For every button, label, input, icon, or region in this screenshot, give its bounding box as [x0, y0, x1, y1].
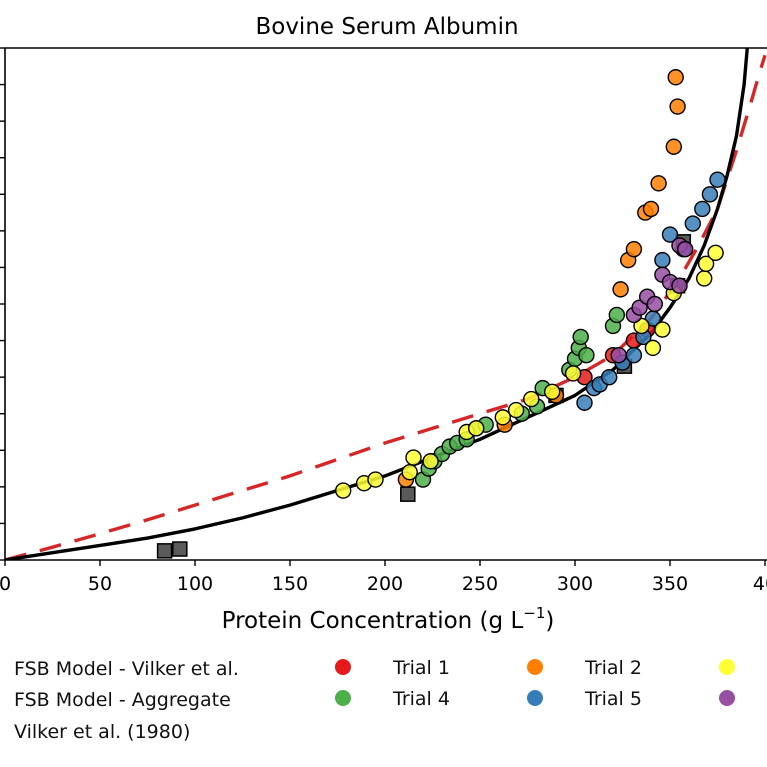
x-tick-label-4: 200: [367, 573, 403, 595]
legend-marker-6: [527, 690, 543, 706]
vilker-point-1: [172, 541, 188, 557]
point-series6-8: [654, 251, 671, 269]
point-series7-12: [564, 365, 582, 382]
point-series4-3: [612, 281, 629, 298]
point-series4-7: [642, 200, 660, 218]
legend-marker-5: [335, 690, 351, 706]
legend-label-0: FSB Model - Vilker et al.: [14, 658, 239, 680]
point-series7-17: [696, 270, 713, 287]
point-series7-9: [507, 401, 525, 419]
point-series8-7: [671, 277, 688, 294]
point-series7-10: [523, 390, 540, 408]
point-series7-4: [405, 449, 422, 466]
point-series4-5: [625, 240, 643, 258]
x-tick-label-8: 40: [753, 573, 767, 595]
point-series4-9: [665, 138, 682, 155]
x-tick-label-3: 150: [272, 573, 308, 595]
legend-label-1: FSB Model - Aggregate: [14, 689, 231, 711]
x-tick-label-2: 100: [177, 573, 213, 595]
x-tick-label-0: 0: [0, 573, 11, 595]
legend: FSB Model - Vilker et al. Trial 1 Trial 2 F…: [14, 657, 735, 743]
data-points: [156, 69, 726, 559]
point-series7-15: [654, 321, 671, 338]
point-series7-11: [544, 383, 561, 400]
legend-label-6: Trial 5: [584, 688, 642, 710]
point-series4-10: [667, 69, 684, 86]
chart-title: Bovine Serum Albumin: [255, 14, 518, 40]
point-series5-16: [578, 347, 595, 364]
point-series7-5: [422, 453, 439, 470]
point-series8-4: [646, 295, 663, 313]
point-series7-3: [401, 464, 418, 481]
point-series6-0: [576, 394, 593, 411]
point-series7-19: [707, 244, 724, 262]
legend-marker-3: [335, 659, 351, 675]
point-series7-2: [367, 471, 384, 488]
vilker-point-0: [156, 543, 173, 559]
point-series7-14: [644, 339, 662, 357]
point-series6-3: [601, 368, 618, 386]
point-series4-11: [669, 98, 686, 115]
legend-label-2: Vilker et al. (1980): [14, 721, 190, 743]
legend-label-3: Trial 1: [392, 657, 450, 679]
x-tick-label-1: 50: [88, 573, 112, 595]
legend-marker-8: [719, 690, 735, 706]
x-axis-label: Protein Concentration (g L−1): [222, 604, 555, 634]
point-series7-8: [494, 409, 511, 426]
series-line-0: [5, 54, 767, 560]
x-tick-label-5: 250: [462, 573, 498, 595]
point-series8-9: [677, 240, 694, 258]
legend-label-4: Trial 2: [584, 657, 642, 679]
point-series8-0: [610, 347, 627, 364]
point-series6-13: [701, 186, 719, 203]
x-ticks: 0 50 100 150 200 250 300 350 40: [0, 560, 767, 595]
point-series6-11: [684, 215, 701, 232]
point-series6-12: [694, 200, 711, 218]
point-series6-14: [709, 171, 726, 188]
legend-label-5: Trial 4: [392, 688, 450, 710]
point-series7-0: [335, 482, 352, 499]
point-series5-18: [608, 306, 625, 324]
x-tick-label-7: 350: [652, 573, 688, 595]
y-ticks: [0, 47, 5, 561]
x-tick-label-6: 300: [557, 573, 593, 595]
point-series5-15: [572, 328, 589, 346]
point-series7-18: [697, 255, 715, 272]
point-series7-7: [468, 420, 485, 437]
legend-marker-4: [527, 659, 543, 675]
point-series6-9: [661, 226, 679, 243]
vilker-point-2: [400, 486, 416, 502]
point-series6-5: [625, 347, 643, 364]
point-series4-8: [650, 175, 667, 192]
legend-marker-7: [719, 659, 735, 675]
